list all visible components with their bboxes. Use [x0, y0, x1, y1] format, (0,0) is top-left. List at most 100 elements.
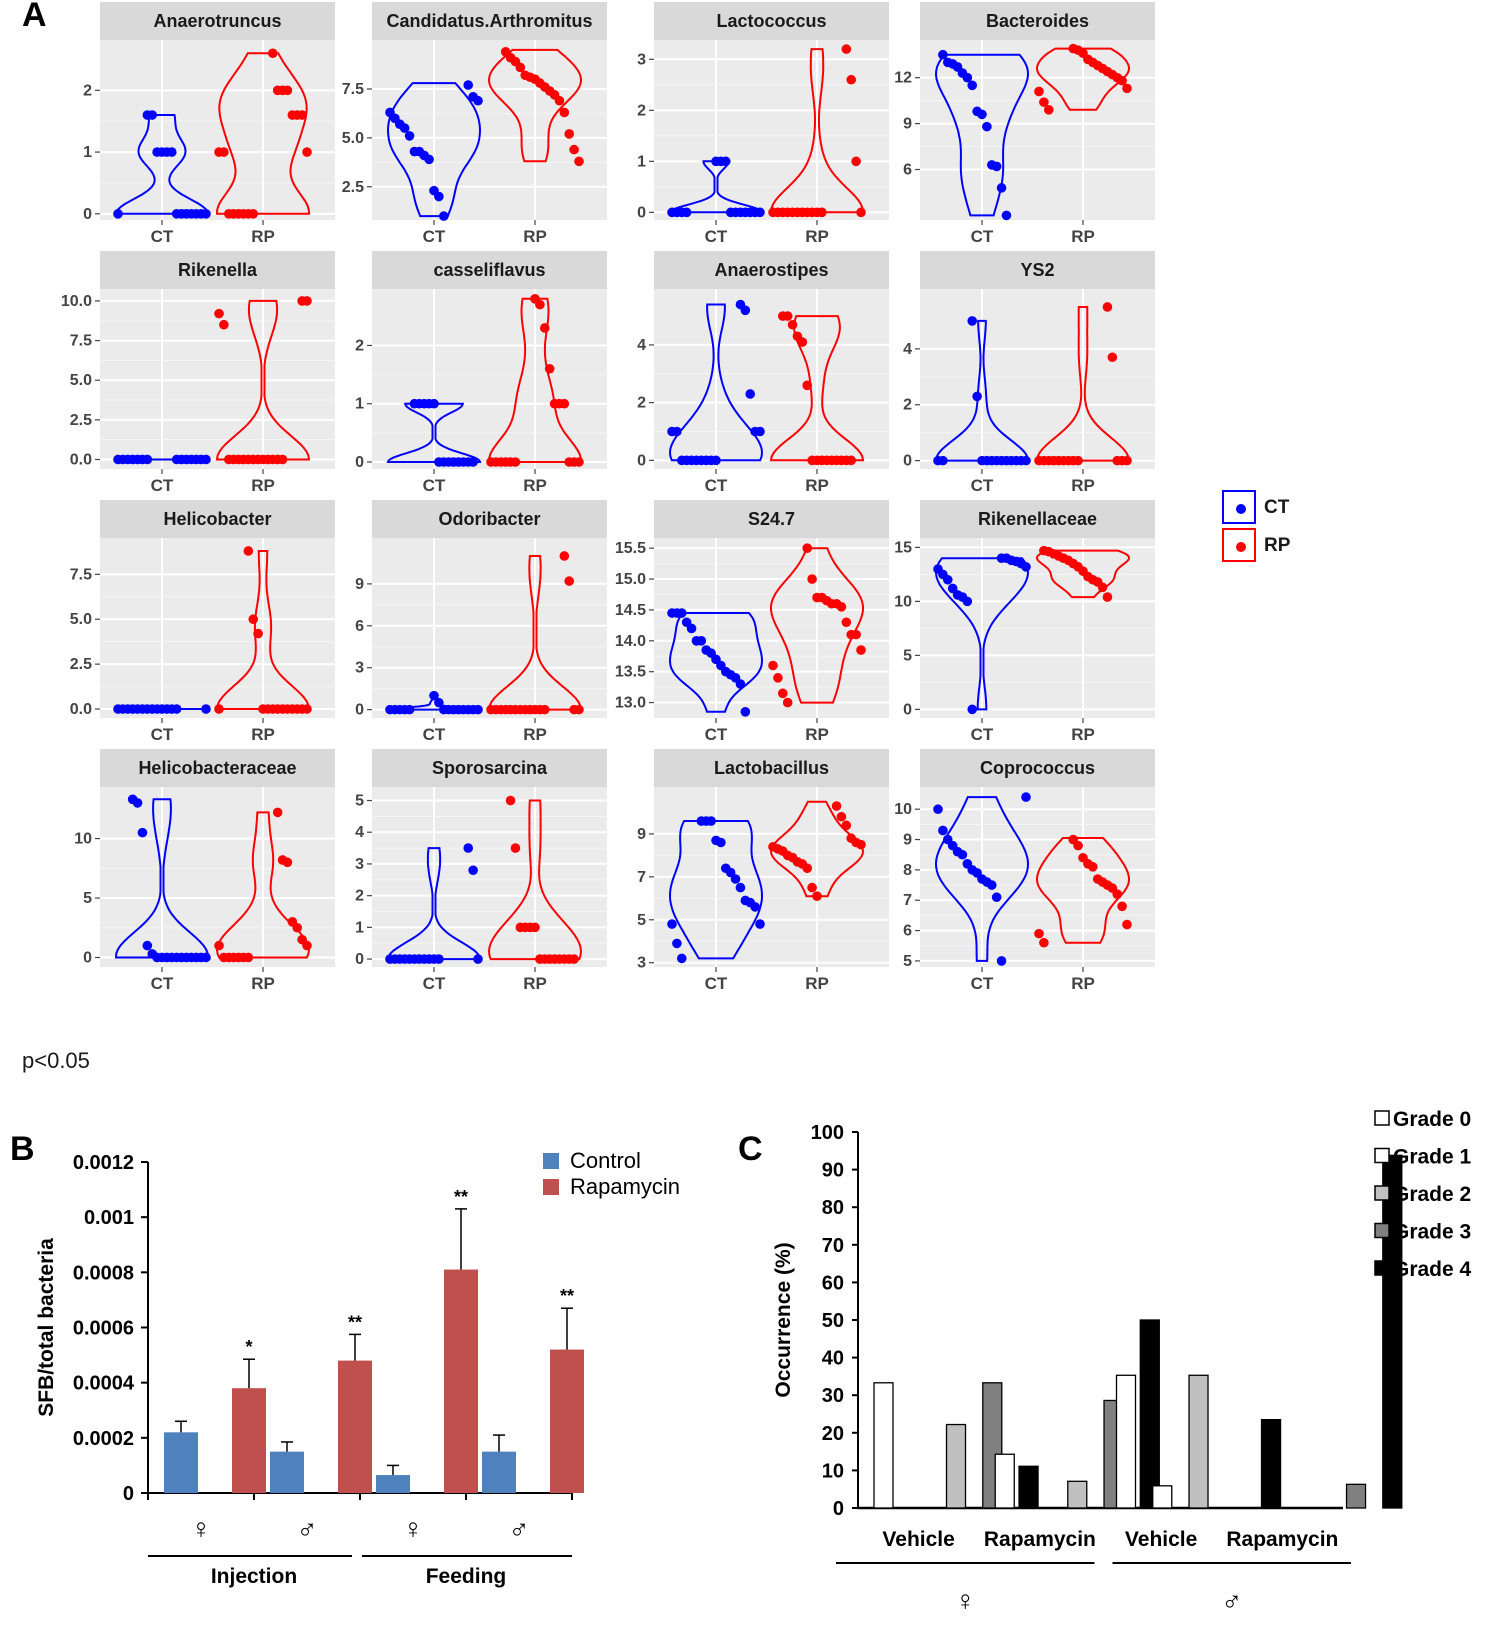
y-tick-label: 6: [903, 161, 912, 178]
y-tick-label: 7: [903, 892, 912, 909]
legend-item-ct: CT: [1222, 490, 1312, 526]
violin-ct: [668, 820, 764, 960]
bar-control: [376, 1475, 410, 1493]
bar-rapamycin: [550, 1349, 584, 1493]
data-point-ct: [735, 299, 746, 310]
significance-mark: **: [454, 1187, 468, 1207]
data-point-ct: [1001, 210, 1012, 221]
data-point-ct: [1021, 792, 1031, 802]
data-point-ct: [701, 645, 712, 655]
facet-plot: 5 6 7 8 9 10 CT RP: [894, 787, 1155, 993]
facet-title: Coprococcus: [920, 749, 1155, 787]
x-tick-label-rp: RP: [805, 725, 829, 744]
data-point-rp: [544, 363, 555, 374]
data-point-ct: [933, 564, 943, 574]
y-tick-label: 5: [903, 647, 912, 664]
data-point-rp: [807, 574, 817, 584]
y-tick-label: 2: [637, 102, 646, 119]
data-point-ct: [113, 454, 123, 465]
data-point-rp: [243, 546, 254, 556]
data-point-ct: [996, 553, 1007, 563]
violin-rp: [769, 800, 865, 898]
data-point-rp: [559, 107, 570, 118]
data-point-rp: [802, 543, 813, 553]
data-point-rp: [777, 311, 788, 321]
data-point-rp: [856, 207, 866, 218]
data-point-rp: [841, 617, 852, 628]
data-point-rp: [841, 820, 852, 831]
facet-title: Rikenella: [100, 251, 335, 289]
data-point-rp: [856, 645, 866, 655]
data-point-ct: [404, 131, 415, 141]
data-point-rp: [1122, 83, 1132, 94]
data-point-ct: [429, 690, 439, 701]
y-tick-label: 5.0: [342, 130, 364, 147]
y-tick-label: 5: [903, 953, 912, 970]
legend-key-rapamycin: [543, 1179, 559, 1195]
violin-rp: [215, 550, 311, 710]
data-point-ct: [986, 160, 997, 170]
data-point-rp: [486, 457, 496, 467]
sex-label: ♂: [509, 1513, 530, 1544]
legend-label-rapamycin: Rapamycin: [570, 1174, 680, 1199]
x-tick-label-ct: CT: [705, 227, 728, 246]
panel-a-label: A: [22, 0, 47, 34]
y-tick-label: 0: [355, 951, 364, 968]
data-point-rp: [267, 48, 278, 59]
violin-ct: [114, 798, 210, 959]
y-tick-label: 6: [355, 618, 364, 635]
group-label-feeding: Feeding: [426, 1565, 507, 1588]
bar-rapamycin: [444, 1269, 478, 1493]
data-point-rp: [272, 807, 283, 818]
violin-rp: [769, 315, 865, 462]
data-point-rp: [219, 952, 229, 963]
y-tick-label: 14.0: [615, 633, 646, 650]
y-tick-label: 0.001: [84, 1207, 134, 1229]
violin-rp: [215, 811, 311, 959]
data-point-rp: [223, 209, 234, 219]
y-tick-label: 0: [903, 701, 912, 718]
facet-plot: 0 5 10 CT RP: [74, 787, 335, 993]
data-point-rp: [500, 47, 511, 57]
data-point-ct: [385, 704, 395, 715]
data-point-ct: [750, 426, 760, 437]
data-point-rp: [549, 398, 560, 409]
y-tick-label: 0.0004: [73, 1373, 135, 1395]
data-point-ct: [942, 57, 953, 68]
y-tick-label: 0: [355, 702, 364, 719]
legend-key-rp: [1222, 528, 1256, 562]
plot-background: [654, 289, 889, 469]
violin-ct: [386, 82, 482, 218]
data-point-rp: [807, 882, 817, 893]
data-point-ct: [967, 704, 978, 715]
y-tick-label: 1: [83, 144, 92, 161]
violin-rp: [487, 48, 583, 163]
data-point-rp: [1122, 919, 1132, 930]
data-point-ct: [672, 938, 682, 949]
y-tick-label: 5: [355, 793, 364, 810]
data-point-ct: [171, 454, 182, 465]
violin-ct: [668, 303, 764, 462]
data-point-rp: [297, 296, 307, 306]
y-tick-label: 13.0: [615, 695, 646, 712]
data-point-rp: [812, 592, 822, 603]
data-point-ct: [947, 583, 958, 594]
data-point-ct: [667, 207, 677, 218]
data-point-ct: [385, 107, 395, 118]
x-tick-label-rp: RP: [251, 974, 275, 993]
x-tick-label-ct: CT: [151, 725, 174, 744]
data-point-ct: [967, 80, 978, 91]
data-point-ct: [972, 106, 982, 117]
y-tick-label: 0: [903, 453, 912, 470]
data-point-ct: [113, 209, 123, 219]
data-point-rp: [777, 688, 788, 699]
data-point-ct: [142, 110, 153, 120]
legend-label-rp: RP: [1264, 535, 1291, 556]
data-point-ct: [147, 949, 158, 959]
y-tick-label: 10: [894, 593, 912, 610]
plot-background: [100, 40, 335, 220]
data-point-ct: [667, 426, 677, 437]
data-point-rp: [219, 319, 229, 330]
data-point-ct: [938, 49, 948, 60]
x-tick-label-ct: CT: [423, 476, 446, 495]
